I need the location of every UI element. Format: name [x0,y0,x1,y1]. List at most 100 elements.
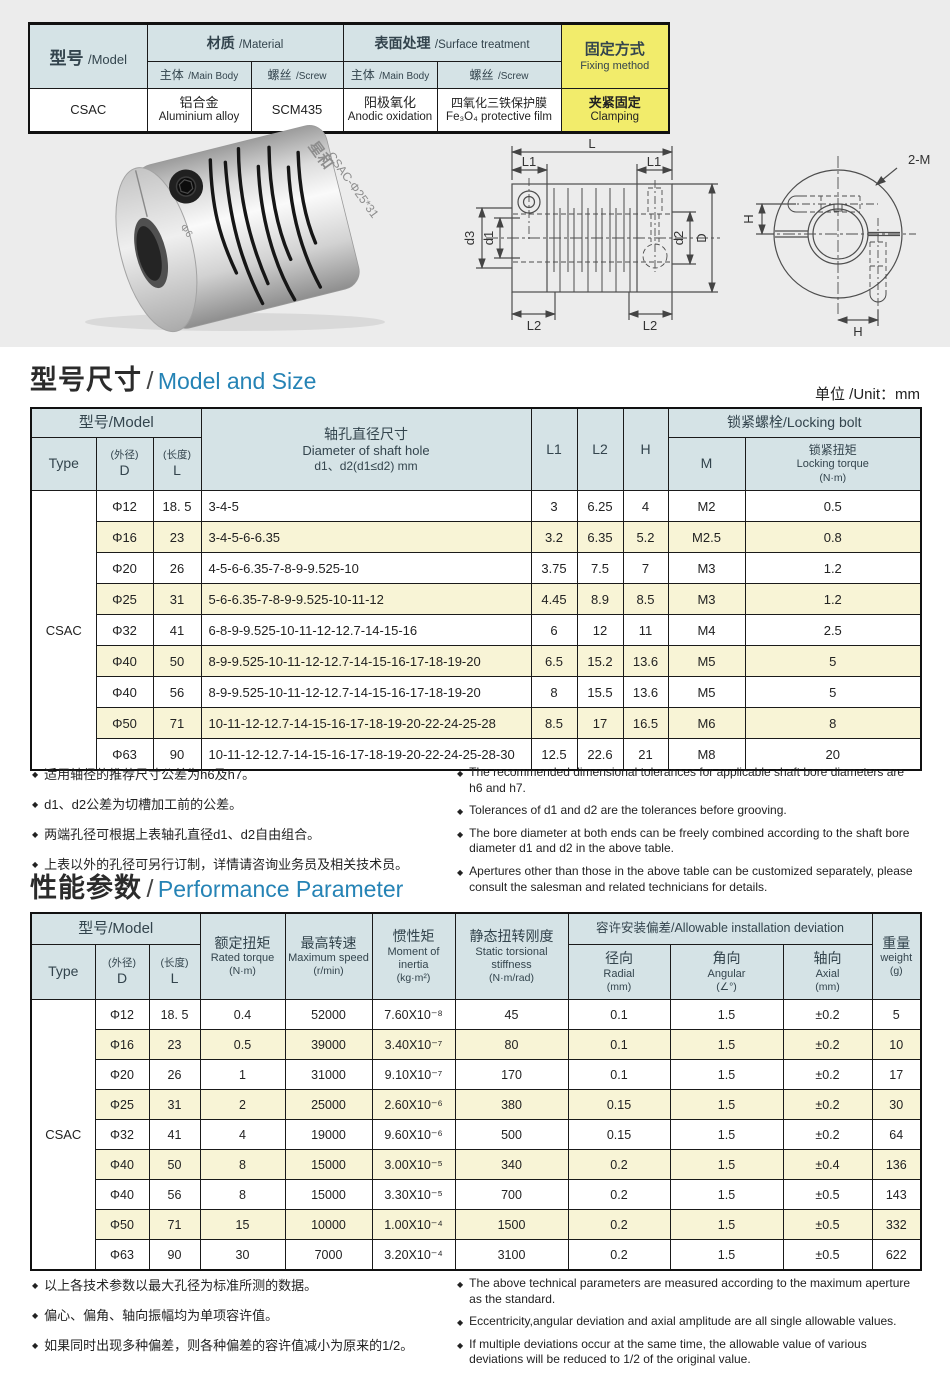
dim-label-D: D [694,233,709,242]
dim-label-L2-left: L2 [527,318,541,333]
size-header-m: M [667,437,746,491]
perf-header-rated-torque: 额定扭矩 Rated torque (N·m) [199,912,286,1000]
cell-speed: 19000 [284,1119,373,1150]
size-header-torque: 锁紧扭矩 Locking torque (N·m) [744,437,922,491]
cell-d: Φ63 [95,738,154,771]
perf-heading-zh: 性能参数 [30,873,142,903]
table-row: Φ63 90 10-11-12-12.7-14-15-16-17-18-19-20-… [31,738,922,771]
dim-label-H-left: H [741,214,756,223]
cell-d: Φ16 [94,1029,150,1060]
cell-angular: 1.5 [669,1149,784,1180]
cell-holes: 5-6-6.35-7-8-9-9.525-10-11-12 [200,583,532,615]
hex-screw [169,169,204,204]
table-row: Φ32 41 4 19000 9.60X10⁻⁶ 500 0.15 1.5 ±0.2 64 [31,1119,922,1150]
perf-header-stiffness: 静态扭转刚度 Static torsional stiffness (N·m/rad… [454,912,569,1000]
cell-torque: 5 [744,645,922,677]
note-text: 两端孔径可根据上表轴孔直径d1、d2自由组合。 [44,827,321,843]
cell-speed: 31000 [284,1059,373,1090]
size-header-l: (长度) L [152,437,202,491]
bullet-icon: ◆ [32,1311,39,1321]
bullet-icon: ◆ [32,860,39,870]
spec-cell-fixing: 夹紧固定 Clamping [560,88,670,133]
table-row: Φ40 50 8-9-9.525-10-11-12-12.7-14-15-16-17… [31,645,922,677]
bullet-icon: ◆ [457,1318,464,1328]
side-view-labels: L L1 L1 d3 d1 d2 D L2 L2 [462,136,709,333]
cell-l: 71 [148,1209,201,1240]
dim-label-H-bottom: H [853,324,862,339]
cell-radial: 0.2 [567,1149,671,1180]
note-item: ◆ 两端孔径可根据上表轴孔直径d1、d2自由组合。 [30,825,455,845]
size-table: 型号/Model 轴孔直径尺寸 Diameter of shaft hole d… [30,407,923,771]
cell-torque: 5 [744,676,922,708]
cell-m: M3 [667,583,746,615]
cell-stiffness: 380 [454,1089,569,1120]
spiral-slits [208,145,323,306]
note-text: The bore diameter at both ends can be fr… [469,825,910,856]
cell-angular: 1.5 [669,1239,784,1271]
cell-m: M5 [667,645,746,677]
cell-angular: 1.5 [669,1089,784,1120]
cell-m: M3 [667,552,746,584]
cell-radial: 0.1 [567,1029,671,1060]
table-row: Φ63 90 30 7000 3.20X10⁻⁴ 3100 0.2 1.5 ±0.5 622 [31,1239,922,1271]
note-item: ◆ 适用轴径的推荐尺寸公差为h6及h7。 [30,765,455,785]
note-text: Tolerances of d1 and d2 are the toleranc… [469,803,787,818]
cell-torque: 0.5 [744,490,922,522]
cell-axial: ±0.5 [782,1239,873,1271]
cell-angular: 1.5 [669,1119,784,1150]
end-view-drawing [756,156,916,326]
cell-weight: 622 [871,1239,922,1271]
cell-m: M8 [667,738,746,771]
size-header-model: 型号/Model [30,407,202,438]
size-notes-zh: ◆ 适用轴径的推荐尺寸公差为h6及h7。 ◆ d1、d2公差为切槽加工前的公差。 ◆ 两端… [30,765,455,902]
cell-l: 31 [152,583,202,615]
cell-torque: 8 [744,707,922,739]
cell-l1: 3 [530,490,578,522]
cell-h: 7 [622,552,669,584]
cell-axial: ±0.5 [782,1209,873,1240]
cell-d: Φ16 [95,521,154,553]
cell-holes: 8-9-9.525-10-11-12-12.7-14-15-16-17-18-1… [200,645,532,677]
cell-axial: ±0.2 [782,1119,873,1150]
spec-subheader-material-screw: 螺丝 /Screw [250,61,344,89]
perf-header-weight: 重量 weight (g) [871,912,922,1000]
cell-h: 5.2 [622,521,669,553]
note-item: ◆ The recommended dimensional tolerances … [455,765,920,796]
perf-table-body: CSAC Φ12 18. 5 0.4 52000 7.60X10⁻⁸ 45 0.1 1.5 ±0.… [30,999,922,1271]
cell-l1: 3.75 [530,552,578,584]
cell-inertia: 1.00X10⁻⁴ [371,1209,456,1240]
note-item: ◆ The above technical parameters are meas… [455,1276,920,1307]
cell-holes: 6-8-9-9.525-10-11-12-12.7-14-15-16 [200,614,532,646]
cell-angular: 1.5 [669,1059,784,1090]
cell-d: Φ12 [94,999,150,1030]
cell-m: M6 [667,707,746,739]
cell-angular: 1.5 [669,1179,784,1210]
table-row: Φ25 31 5-6-6.35-7-8-9-9.525-10-11-12 4.45 8.… [31,583,922,615]
bullet-icon: ◆ [457,829,464,839]
cell-torque: 1.2 [744,583,922,615]
cell-d: Φ63 [94,1239,150,1271]
perf-header-max-speed: 最高转速 Maximum speed (r/min) [284,912,373,1000]
cell-torque: 30 [199,1239,286,1271]
cell-l: 26 [148,1059,201,1090]
table-row: Φ40 56 8 15000 3.30X10⁻⁵ 700 0.2 1.5 ±0.5 143 [31,1179,922,1210]
size-header-d: (外径) D [95,437,154,491]
cell-weight: 5 [871,999,922,1030]
spec-cell-model: CSAC [28,88,148,133]
cell-d: Φ12 [95,490,154,522]
table-row: CSAC Φ12 18. 5 3-4-5 3 6.25 4 M2 0.5 [30,490,922,771]
cell-l2: 12 [576,614,624,646]
note-item: ◆ 上表以外的孔径可另行订制，详情请咨询业务员及相关技术员。 [30,855,455,875]
side-view-drawing [476,146,720,320]
cell-torque: 8 [199,1149,286,1180]
perf-header-inertia: 惯性矩 Moment of inertia (kg·m²) [371,912,456,1000]
note-text: 上表以外的孔径可另行订制，详情请咨询业务员及相关技术员。 [44,857,409,873]
cell-stiffness: 45 [454,999,569,1030]
cell-torque: 20 [744,738,922,771]
cell-d: Φ50 [94,1209,150,1240]
cell-l: 90 [152,738,202,771]
cell-h: 4 [622,490,669,522]
perf-notes: ◆ 以上各技术参数以最大孔径为标准所测的数据。 ◆ 偏心、偏角、轴向振幅均为单项容许值… [30,1276,920,1375]
note-text: If multiple deviations occur at the same… [469,1336,867,1367]
note-item: ◆ 以上各技术参数以最大孔径为标准所测的数据。 [30,1276,455,1296]
